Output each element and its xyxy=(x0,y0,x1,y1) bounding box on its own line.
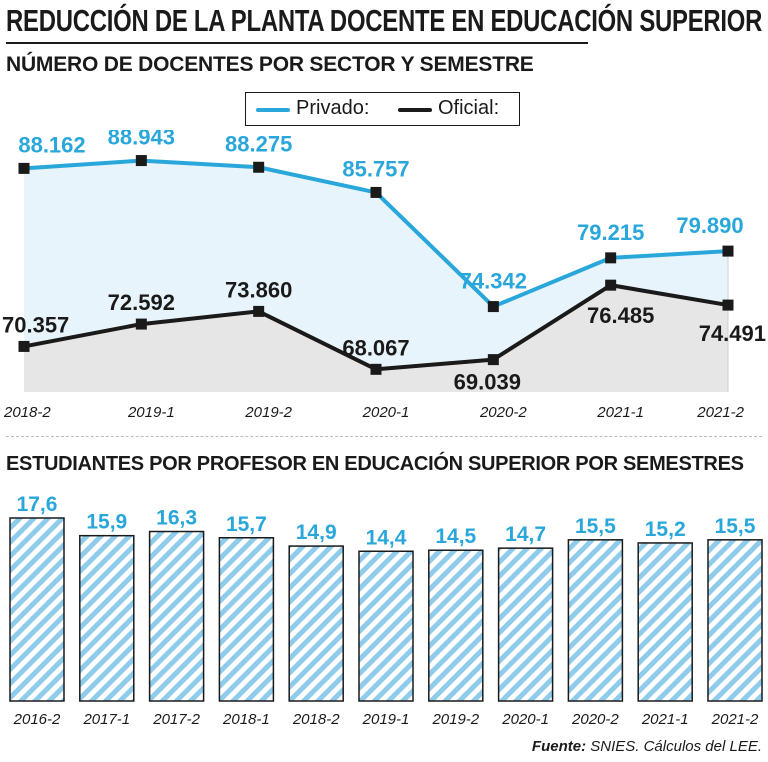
oficial-data-label: 68.067 xyxy=(342,335,409,360)
oficial-point xyxy=(253,305,265,317)
bar-data-label: 14,5 xyxy=(435,525,476,548)
page-title: REDUCCIÓN DE LA PLANTA DOCENTE EN EDUCAC… xyxy=(6,2,762,44)
line-chart: 88.162 88.943 88.275 85.757 74.342 79.215 79.8… xyxy=(2,130,766,421)
bar-chart-title: ESTUDIANTES POR PROFESOR EN EDUCACIÓN SU… xyxy=(6,453,744,475)
x-tick-label: 2020-2 xyxy=(571,711,619,728)
bar xyxy=(79,534,135,702)
oficial-data-label: 69.039 xyxy=(454,370,521,395)
bar-data-label: 15,5 xyxy=(575,515,616,538)
bar-data-label: 14,9 xyxy=(296,521,337,544)
legend-label-privado: Privado: xyxy=(296,97,370,119)
source-text: SNIES. Cálculos del LEE. xyxy=(590,738,762,755)
bar-data-label: 15,5 xyxy=(715,515,756,538)
privado-point xyxy=(18,162,30,174)
bar-data-label: 15,2 xyxy=(645,518,686,541)
bar xyxy=(218,537,275,702)
oficial-data-label: 70.357 xyxy=(2,312,69,337)
privado-point xyxy=(370,186,382,198)
source-label: Fuente: xyxy=(531,738,587,755)
oficial-data-label: 73.860 xyxy=(225,277,292,302)
x-tick-label: 2018-1 xyxy=(222,711,270,728)
oficial-point xyxy=(370,363,382,375)
oficial-point xyxy=(605,279,617,291)
legend-swatch-privado xyxy=(256,108,290,112)
bar xyxy=(358,550,414,702)
source-note: Fuente: SNIES. Cálculos del LEE. xyxy=(532,738,762,755)
x-tick-label: 2018-2 xyxy=(3,404,51,421)
x-tick-label: 2019-1 xyxy=(362,711,410,728)
oficial-data-label: 74.491 xyxy=(699,321,766,346)
oficial-point xyxy=(722,299,734,311)
oficial-data-label: 72.592 xyxy=(108,290,175,315)
oficial-point xyxy=(487,354,499,366)
bar xyxy=(428,549,484,702)
bar-chart: 17,6 2016-2 15,9 2017-1 16,3 2017-2 15,7 2018-1… xyxy=(9,493,763,728)
oficial-point xyxy=(18,340,30,352)
bar xyxy=(567,539,624,702)
bar xyxy=(637,542,693,702)
x-tick-label: 2019-1 xyxy=(127,404,175,421)
privado-point xyxy=(605,252,617,264)
x-tick-label: 2016-2 xyxy=(13,711,61,728)
privado-data-label: 79.890 xyxy=(676,213,743,238)
x-tick-label: 2021-1 xyxy=(641,711,689,728)
legend: Privado: Oficial: xyxy=(245,92,520,126)
x-tick-label: 2017-2 xyxy=(152,711,200,728)
line-chart-title: NÚMERO DE DOCENTES POR SECTOR Y SEMESTRE xyxy=(6,53,534,76)
privado-data-label: 74.342 xyxy=(460,269,527,294)
bar-data-label: 15,9 xyxy=(86,511,127,534)
bar-data-label: 16,3 xyxy=(156,507,197,530)
x-tick-label: 2021-2 xyxy=(711,711,759,728)
legend-swatch-oficial xyxy=(398,108,432,112)
privado-data-label: 85.757 xyxy=(342,156,409,181)
bar xyxy=(9,517,65,702)
privado-data-label: 88.943 xyxy=(108,130,175,150)
privado-data-label: 88.162 xyxy=(18,132,85,157)
legend-label-oficial: Oficial: xyxy=(438,97,500,119)
x-tick-label: 2020-1 xyxy=(501,711,549,728)
oficial-data-label: 76.485 xyxy=(587,303,654,328)
bar xyxy=(707,539,763,702)
privado-point xyxy=(722,245,734,257)
bar xyxy=(288,545,344,702)
oficial-point xyxy=(135,318,147,330)
bar xyxy=(148,530,205,702)
x-tick-label: 2020-2 xyxy=(479,404,527,421)
x-tick-label: 2019-2 xyxy=(431,711,479,728)
bar-data-label: 14,4 xyxy=(366,526,407,549)
x-tick-label: 2020-1 xyxy=(362,404,410,421)
section-divider xyxy=(6,436,762,437)
privado-data-label: 79.215 xyxy=(577,220,644,245)
bar-data-label: 15,7 xyxy=(226,513,267,536)
bar-data-label: 17,6 xyxy=(17,493,58,516)
oficial-area xyxy=(24,285,728,392)
x-tick-label: 2017-1 xyxy=(82,711,130,728)
bar-data-label: 14,7 xyxy=(505,523,546,546)
x-tick-label: 2021-1 xyxy=(596,404,644,421)
privado-point xyxy=(253,161,265,173)
x-tick-label: 2019-2 xyxy=(244,404,292,421)
x-tick-label: 2018-2 xyxy=(292,711,340,728)
privado-point xyxy=(487,301,499,313)
bar xyxy=(497,547,554,702)
privado-data-label: 88.275 xyxy=(225,131,292,156)
privado-point xyxy=(135,155,147,167)
x-tick-label: 2021-2 xyxy=(696,404,744,421)
